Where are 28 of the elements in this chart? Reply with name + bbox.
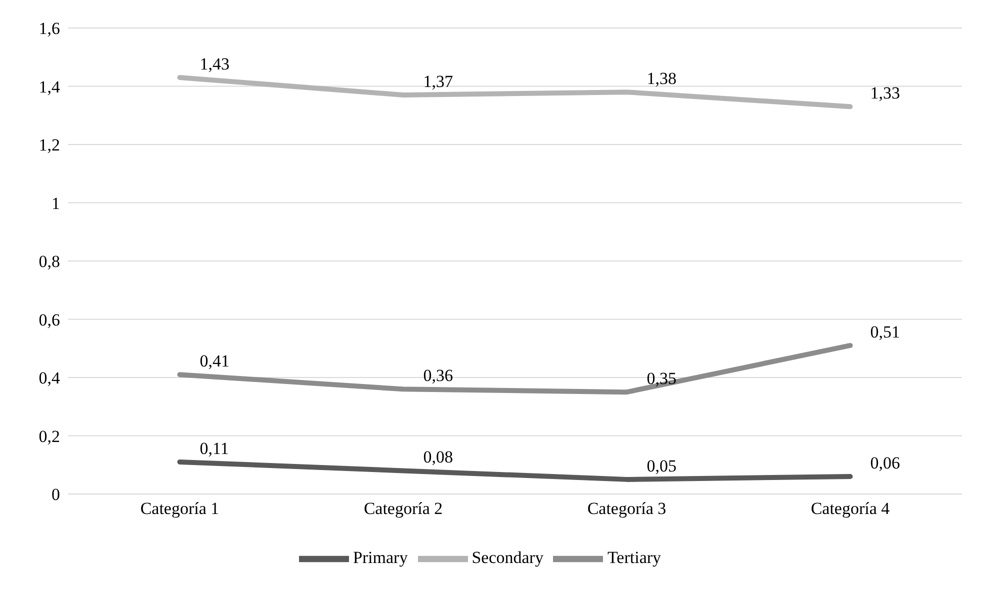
y-tick-label: 0: [52, 485, 60, 504]
y-tick-label: 0,4: [38, 368, 60, 388]
x-tick-label: Categoría 2: [364, 499, 443, 518]
data-label: 0,11: [200, 438, 229, 458]
x-tick-label: Categoría 3: [587, 499, 666, 518]
data-label: 0,06: [870, 454, 900, 473]
data-label: 0,51: [870, 322, 900, 342]
y-tick-label: 1,2: [38, 136, 60, 155]
data-label: 0,36: [423, 366, 453, 386]
x-tick-label: Categoría 1: [140, 499, 220, 518]
data-label: 1,33: [870, 84, 900, 103]
data-label: 0,05: [646, 456, 676, 476]
y-tick-label: 1: [52, 194, 60, 213]
data-label: 0,08: [423, 448, 453, 467]
data-label: 1,38: [646, 69, 676, 88]
data-label: 1,43: [200, 54, 230, 74]
legend-label: Secondary: [472, 548, 544, 567]
y-tick-label: 1,4: [38, 77, 60, 96]
legend-label: Primary: [352, 548, 408, 567]
data-label: 0,41: [200, 352, 230, 371]
y-tick-label: 1,6: [38, 19, 60, 38]
y-tick-label: 0,6: [38, 310, 60, 330]
legend-label: Tertiary: [607, 548, 662, 567]
data-label: 1,37: [423, 72, 454, 91]
y-tick-label: 0,8: [38, 252, 60, 272]
data-label: 0,35: [646, 369, 676, 388]
x-tick-label: Categoría 4: [810, 499, 890, 518]
y-tick-label: 0,2: [38, 426, 60, 446]
